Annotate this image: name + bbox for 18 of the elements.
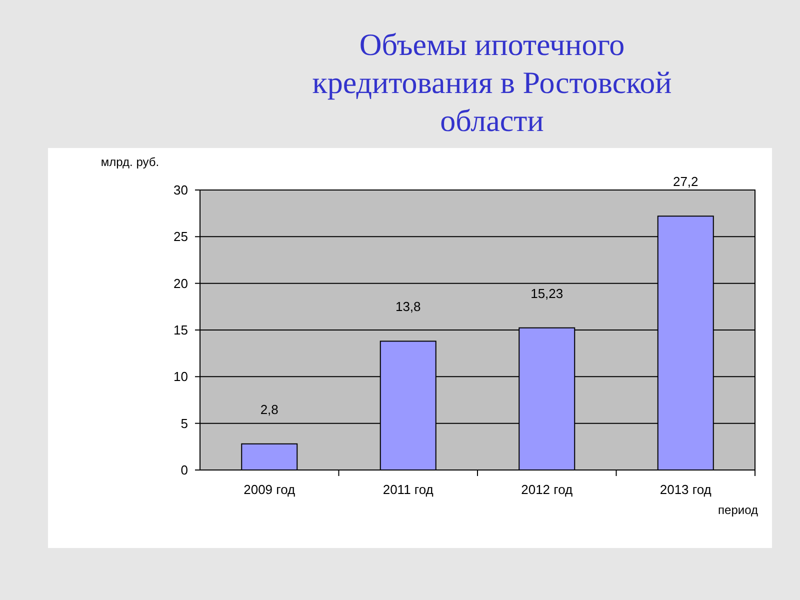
x-axis-title: период	[718, 503, 758, 517]
y-tick-label: 0	[180, 462, 188, 478]
y-tick-label: 15	[174, 322, 188, 338]
y-tick-label: 10	[174, 369, 188, 384]
x-tick-label: 2012 год	[521, 482, 574, 497]
x-tick-label: 2009 год	[244, 482, 296, 497]
data-label: 2,8	[260, 402, 278, 417]
y-tick-label: 30	[174, 182, 188, 198]
data-label: 13,8	[395, 299, 421, 314]
x-tick-label: 2013 год	[660, 482, 712, 497]
x-tick-label: 2011 год	[382, 482, 434, 497]
y-tick-label: 25	[174, 229, 188, 244]
y-tick-label: 5	[180, 416, 188, 431]
data-label: 27,2	[672, 174, 698, 190]
data-label: 15,23	[530, 286, 564, 301]
y-tick-label: 20	[174, 276, 188, 291]
chart-title: Объемы ипотечного кредитования в Ростовской области	[312, 27, 672, 138]
y-axis-title: млрд. руб.	[100, 155, 160, 169]
